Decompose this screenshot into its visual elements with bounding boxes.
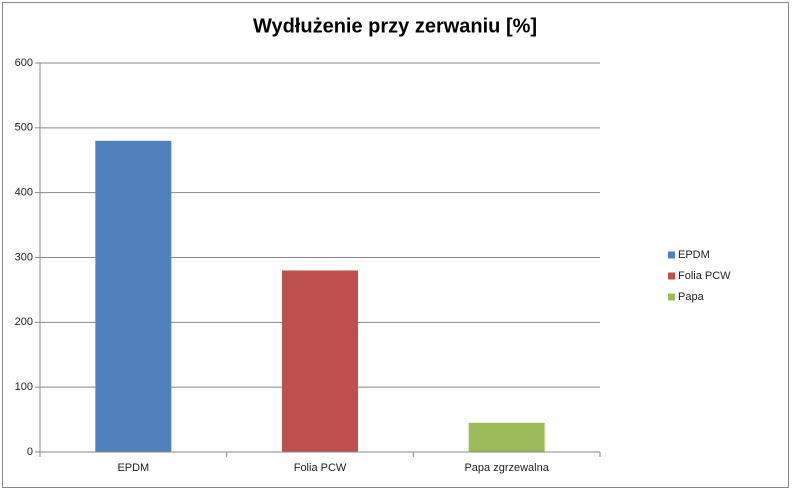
y-tick-label: 500 [15,122,33,134]
chart-title: Wydłużenie przy zerwaniu [%] [253,15,537,37]
bar [468,422,545,452]
x-tick-label: EPDM [117,462,149,474]
legend-swatch [668,251,675,259]
y-tick-label: 600 [15,57,33,69]
y-tick-label: 400 [15,187,33,199]
legend-swatch [668,272,675,280]
y-tick-label: 300 [15,251,33,263]
y-tick-label: 0 [27,446,33,458]
x-tick-label: Papa zgrzewalna [464,462,549,474]
legend-label: EPDM [678,249,710,261]
y-tick-label: 200 [15,316,33,328]
y-tick-label: 100 [15,381,33,393]
legend-label: Papa [678,291,705,303]
x-tick-label: Folia PCW [294,462,347,474]
bar [282,270,358,452]
bar [95,140,172,453]
legend-swatch [668,293,675,301]
legend-label: Folia PCW [678,270,731,282]
